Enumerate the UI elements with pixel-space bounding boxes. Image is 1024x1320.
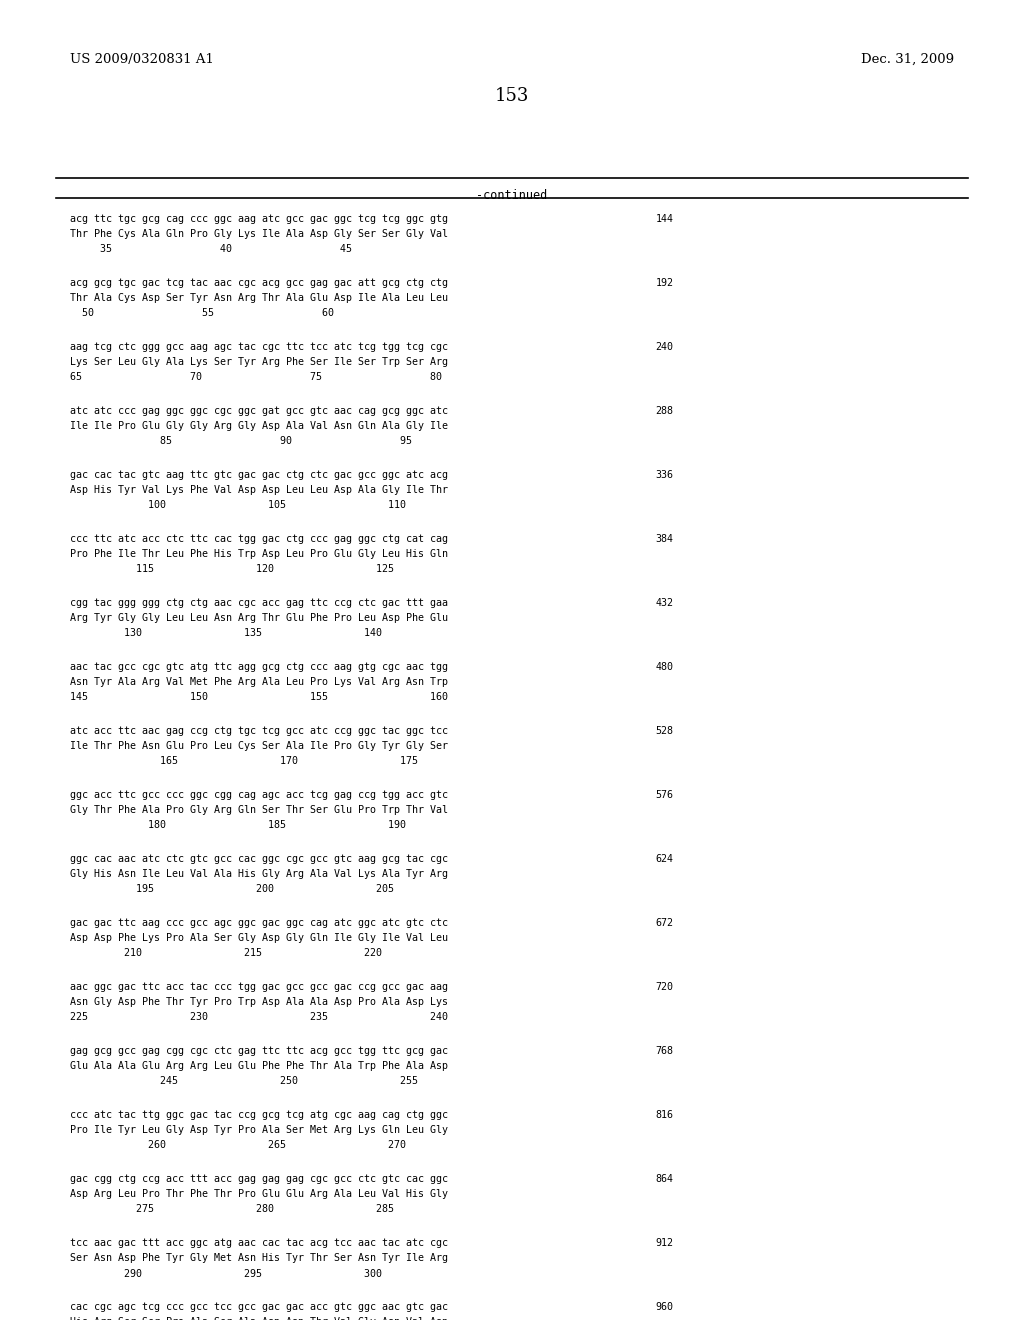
Text: 672: 672	[655, 919, 674, 928]
Text: 130                 135                 140: 130 135 140	[70, 628, 382, 639]
Text: 210                 215                 220: 210 215 220	[70, 948, 382, 958]
Text: aag tcg ctc ggg gcc aag agc tac cgc ttc tcc atc tcg tgg tcg cgc: aag tcg ctc ggg gcc aag agc tac cgc ttc …	[70, 342, 447, 352]
Text: 960: 960	[655, 1302, 674, 1312]
Text: Asp His Tyr Val Lys Phe Val Asp Asp Leu Leu Asp Ala Gly Ile Thr: Asp His Tyr Val Lys Phe Val Asp Asp Leu …	[70, 486, 447, 495]
Text: cgg tac ggg ggg ctg ctg aac cgc acc gag ttc ccg ctc gac ttt gaa: cgg tac ggg ggg ctg ctg aac cgc acc gag …	[70, 598, 447, 609]
Text: Asp Asp Phe Lys Pro Ala Ser Gly Asp Gly Gln Ile Gly Ile Val Leu: Asp Asp Phe Lys Pro Ala Ser Gly Asp Gly …	[70, 933, 447, 944]
Text: 145                 150                 155                 160: 145 150 155 160	[70, 693, 447, 702]
Text: acg ttc tgc gcg cag ccc ggc aag atc gcc gac ggc tcg tcg ggc gtg: acg ttc tgc gcg cag ccc ggc aag atc gcc …	[70, 214, 447, 224]
Text: Ser Asn Asp Phe Tyr Gly Met Asn His Tyr Thr Ser Asn Tyr Ile Arg: Ser Asn Asp Phe Tyr Gly Met Asn His Tyr …	[70, 1254, 447, 1263]
Text: 165                 170                 175: 165 170 175	[70, 756, 418, 767]
Text: 180                 185                 190: 180 185 190	[70, 821, 406, 830]
Text: aac tac gcc cgc gtc atg ttc agg gcg ctg ccc aag gtg cgc aac tgg: aac tac gcc cgc gtc atg ttc agg gcg ctg …	[70, 663, 447, 672]
Text: 50                  55                  60: 50 55 60	[70, 309, 334, 318]
Text: Thr Phe Cys Ala Gln Pro Gly Lys Ile Ala Asp Gly Ser Ser Gly Val: Thr Phe Cys Ala Gln Pro Gly Lys Ile Ala …	[70, 230, 447, 239]
Text: Pro Ile Tyr Leu Gly Asp Tyr Pro Ala Ser Met Arg Lys Gln Leu Gly: Pro Ile Tyr Leu Gly Asp Tyr Pro Ala Ser …	[70, 1125, 447, 1135]
Text: ccc ttc atc acc ctc ttc cac tgg gac ctg ccc gag ggc ctg cat cag: ccc ttc atc acc ctc ttc cac tgg gac ctg …	[70, 535, 447, 544]
Text: Asp Arg Leu Pro Thr Phe Thr Pro Glu Glu Arg Ala Leu Val His Gly: Asp Arg Leu Pro Thr Phe Thr Pro Glu Glu …	[70, 1189, 447, 1200]
Text: gac cac tac gtc aag ttc gtc gac gac ctg ctc gac gcc ggc atc acg: gac cac tac gtc aag ttc gtc gac gac ctg …	[70, 470, 447, 480]
Text: gac cgg ctg ccg acc ttt acc gag gag gag cgc gcc ctc gtc cac ggc: gac cgg ctg ccg acc ttt acc gag gag gag …	[70, 1175, 447, 1184]
Text: Arg Tyr Gly Gly Leu Leu Asn Arg Thr Glu Phe Pro Leu Asp Phe Glu: Arg Tyr Gly Gly Leu Leu Asn Arg Thr Glu …	[70, 612, 447, 623]
Text: aac ggc gac ttc acc tac ccc tgg gac gcc gcc gac ccg gcc gac aag: aac ggc gac ttc acc tac ccc tgg gac gcc …	[70, 982, 447, 993]
Text: 336: 336	[655, 470, 674, 480]
Text: Ile Thr Phe Asn Glu Pro Leu Cys Ser Ala Ile Pro Gly Tyr Gly Ser: Ile Thr Phe Asn Glu Pro Leu Cys Ser Ala …	[70, 742, 447, 751]
Text: 480: 480	[655, 663, 674, 672]
Text: 576: 576	[655, 789, 674, 800]
Text: 275                 280                 285: 275 280 285	[70, 1205, 393, 1214]
Text: 912: 912	[655, 1238, 674, 1249]
Text: 240: 240	[655, 342, 674, 352]
Text: ggc acc ttc gcc ccc ggc cgg cag agc acc tcg gag ccg tgg acc gtc: ggc acc ttc gcc ccc ggc cgg cag agc acc …	[70, 789, 447, 800]
Text: gag gcg gcc gag cgg cgc ctc gag ttc ttc acg gcc tgg ttc gcg gac: gag gcg gcc gag cgg cgc ctc gag ttc ttc …	[70, 1047, 447, 1056]
Text: acg gcg tgc gac tcg tac aac cgc acg gcc gag gac att gcg ctg ctg: acg gcg tgc gac tcg tac aac cgc acg gcc …	[70, 279, 447, 288]
Text: 260                 265                 270: 260 265 270	[70, 1140, 406, 1151]
Text: 153: 153	[495, 87, 529, 106]
Text: 225                 230                 235                 240: 225 230 235 240	[70, 1012, 447, 1023]
Text: cac cgc agc tcg ccc gcc tcc gcc gac gac acc gtc ggc aac gtc gac: cac cgc agc tcg ccc gcc tcc gcc gac gac …	[70, 1302, 447, 1312]
Text: 192: 192	[655, 279, 674, 288]
Text: atc atc ccc gag ggc ggc cgc ggc gat gcc gtc aac cag gcg ggc atc: atc atc ccc gag ggc ggc cgc ggc gat gcc …	[70, 407, 447, 416]
Text: 85                  90                  95: 85 90 95	[70, 437, 412, 446]
Text: 720: 720	[655, 982, 674, 993]
Text: Gly His Asn Ile Leu Val Ala His Gly Arg Ala Val Lys Ala Tyr Arg: Gly His Asn Ile Leu Val Ala His Gly Arg …	[70, 870, 447, 879]
Text: 100                 105                 110: 100 105 110	[70, 500, 406, 511]
Text: ggc cac aac atc ctc gtc gcc cac ggc cgc gcc gtc aag gcg tac cgc: ggc cac aac atc ctc gtc gcc cac ggc cgc …	[70, 854, 447, 865]
Text: 816: 816	[655, 1110, 674, 1121]
Text: 864: 864	[655, 1175, 674, 1184]
Text: gac gac ttc aag ccc gcc agc ggc gac ggc cag atc ggc atc gtc ctc: gac gac ttc aag ccc gcc agc ggc gac ggc …	[70, 919, 447, 928]
Text: Gly Thr Phe Ala Pro Gly Arg Gln Ser Thr Ser Glu Pro Trp Thr Val: Gly Thr Phe Ala Pro Gly Arg Gln Ser Thr …	[70, 805, 447, 816]
Text: 624: 624	[655, 854, 674, 865]
Text: 115                 120                 125: 115 120 125	[70, 565, 393, 574]
Text: 528: 528	[655, 726, 674, 737]
Text: Ile Ile Pro Glu Gly Gly Arg Gly Asp Ala Val Asn Gln Ala Gly Ile: Ile Ile Pro Glu Gly Gly Arg Gly Asp Ala …	[70, 421, 447, 432]
Text: 35                  40                  45: 35 40 45	[70, 244, 351, 255]
Text: Thr Ala Cys Asp Ser Tyr Asn Arg Thr Ala Glu Asp Ile Ala Leu Leu: Thr Ala Cys Asp Ser Tyr Asn Arg Thr Ala …	[70, 293, 447, 304]
Text: 65                  70                  75                  80: 65 70 75 80	[70, 372, 441, 383]
Text: 144: 144	[655, 214, 674, 224]
Text: 245                 250                 255: 245 250 255	[70, 1077, 418, 1086]
Text: 195                 200                 205: 195 200 205	[70, 884, 393, 895]
Text: Lys Ser Leu Gly Ala Lys Ser Tyr Arg Phe Ser Ile Ser Trp Ser Arg: Lys Ser Leu Gly Ala Lys Ser Tyr Arg Phe …	[70, 356, 447, 367]
Text: US 2009/0320831 A1: US 2009/0320831 A1	[70, 53, 214, 66]
Text: Glu Ala Ala Glu Arg Arg Leu Glu Phe Phe Thr Ala Trp Phe Ala Asp: Glu Ala Ala Glu Arg Arg Leu Glu Phe Phe …	[70, 1061, 447, 1072]
Text: 768: 768	[655, 1047, 674, 1056]
Text: His Arg Ser Ser Pro Ala Ser Ala Asp Asp Thr Val Gly Asn Val Asp: His Arg Ser Ser Pro Ala Ser Ala Asp Asp …	[70, 1317, 447, 1320]
Text: atc acc ttc aac gag ccg ctg tgc tcg gcc atc ccg ggc tac ggc tcc: atc acc ttc aac gag ccg ctg tgc tcg gcc …	[70, 726, 447, 737]
Text: 384: 384	[655, 535, 674, 544]
Text: 432: 432	[655, 598, 674, 609]
Text: 290                 295                 300: 290 295 300	[70, 1269, 382, 1279]
Text: ccc atc tac ttg ggc gac tac ccg gcg tcg atg cgc aag cag ctg ggc: ccc atc tac ttg ggc gac tac ccg gcg tcg …	[70, 1110, 447, 1121]
Text: Dec. 31, 2009: Dec. 31, 2009	[861, 53, 954, 66]
Text: -continued: -continued	[476, 189, 548, 202]
Text: 288: 288	[655, 407, 674, 416]
Text: Pro Phe Ile Thr Leu Phe His Trp Asp Leu Pro Glu Gly Leu His Gln: Pro Phe Ile Thr Leu Phe His Trp Asp Leu …	[70, 549, 447, 560]
Text: Asn Gly Asp Phe Thr Tyr Pro Trp Asp Ala Ala Asp Pro Ala Asp Lys: Asn Gly Asp Phe Thr Tyr Pro Trp Asp Ala …	[70, 998, 447, 1007]
Text: tcc aac gac ttt acc ggc atg aac cac tac acg tcc aac tac atc cgc: tcc aac gac ttt acc ggc atg aac cac tac …	[70, 1238, 447, 1249]
Text: Asn Tyr Ala Arg Val Met Phe Arg Ala Leu Pro Lys Val Arg Asn Trp: Asn Tyr Ala Arg Val Met Phe Arg Ala Leu …	[70, 677, 447, 688]
